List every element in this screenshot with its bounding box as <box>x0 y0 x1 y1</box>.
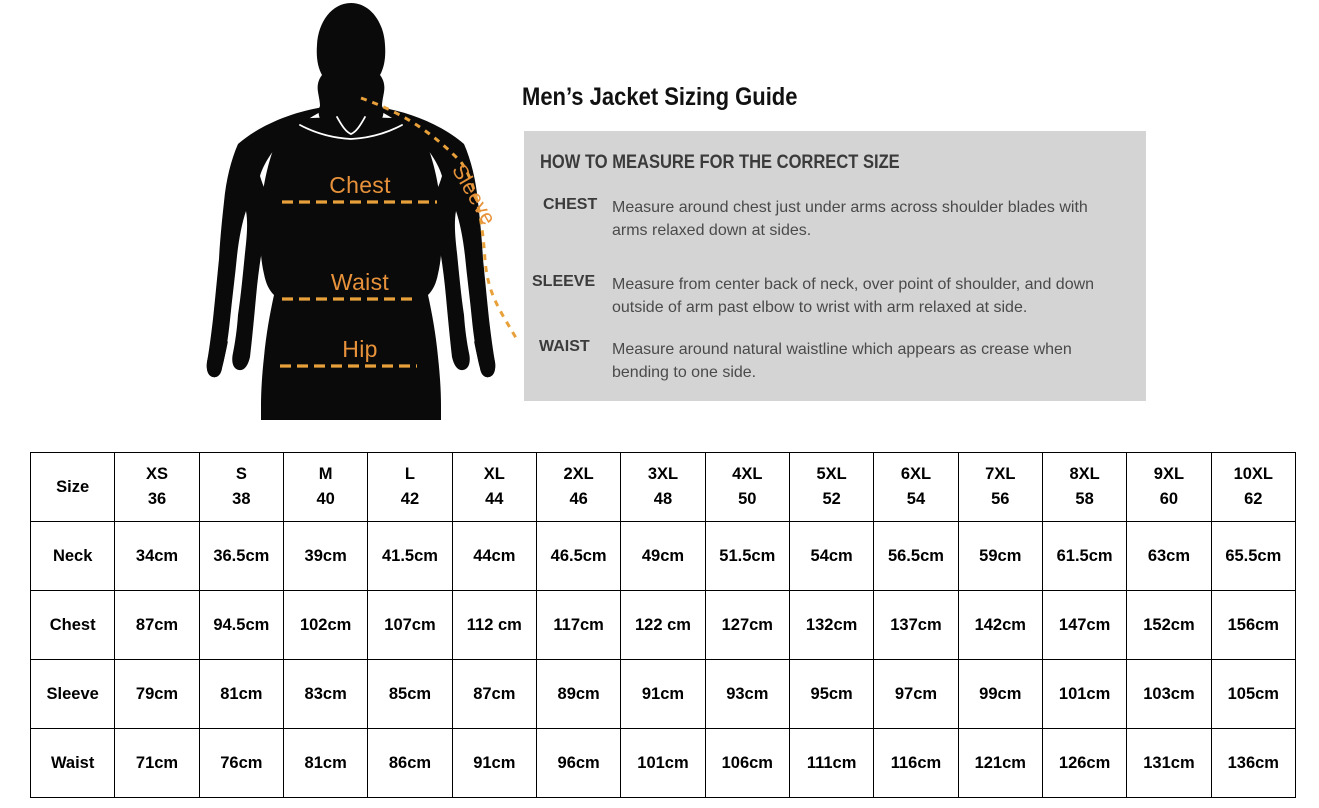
svg-text:Waist: Waist <box>331 269 389 295</box>
svg-text:Hip: Hip <box>342 336 377 362</box>
svg-text:Chest: Chest <box>329 172 391 198</box>
